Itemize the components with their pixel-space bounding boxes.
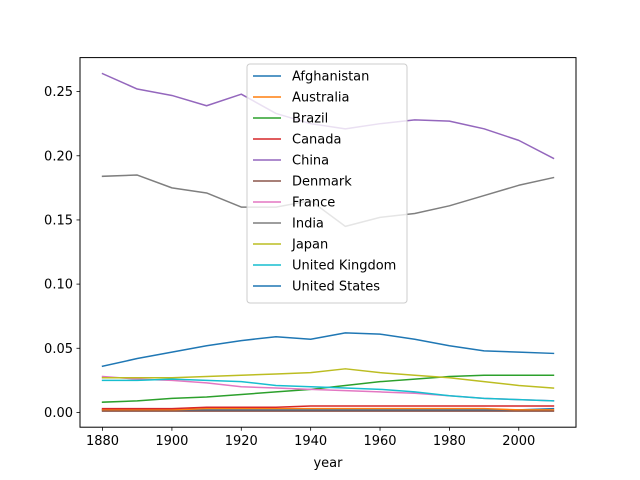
x-axis-label: year xyxy=(313,456,343,471)
legend-label-2: Brazil xyxy=(292,112,328,127)
legend-label-5: Denmark xyxy=(292,175,352,190)
legend-label-1: Australia xyxy=(292,91,350,106)
legend-label-9: United Kingdom xyxy=(292,259,396,274)
legend: Afghanistan Australia Brazil Canada China Den… xyxy=(246,63,408,304)
y-tick-label: 0.20 xyxy=(44,149,73,164)
legend-label-3: Canada xyxy=(292,133,341,148)
y-tick-label: 0.05 xyxy=(44,342,73,357)
legend-label-10: United States xyxy=(292,280,380,295)
plot-frame xyxy=(79,57,577,428)
series-layer xyxy=(101,72,555,412)
series-line-1 xyxy=(101,407,555,411)
x-tick-label: 1980 xyxy=(433,434,466,449)
legend-label-7: India xyxy=(292,217,324,232)
y-tick-label: 0.00 xyxy=(44,406,73,421)
x-tick-label: 1960 xyxy=(363,434,396,449)
y-tick-label: 0.10 xyxy=(44,278,73,293)
x-tick-label: 1920 xyxy=(225,434,258,449)
series-line-8 xyxy=(101,368,555,389)
legend-box xyxy=(246,63,408,304)
legend-label-8: Japan xyxy=(291,238,328,253)
series-line-9 xyxy=(101,378,555,402)
y-axis: 0.00 0.05 0.10 0.15 0.20 0.25 xyxy=(44,85,80,421)
y-tick-label: 0.25 xyxy=(44,85,73,100)
x-tick-label: 1900 xyxy=(155,434,188,449)
legend-label-4: China xyxy=(292,154,329,169)
legend-label-6: France xyxy=(292,196,335,211)
x-tick-label: 1940 xyxy=(294,434,327,449)
series-line-10 xyxy=(101,332,555,368)
series-line-3 xyxy=(101,405,555,410)
y-tick-label: 0.15 xyxy=(44,213,73,228)
x-tick-label: 2000 xyxy=(502,434,535,449)
x-axis: 1880 1900 1920 1940 1960 1980 2000 xyxy=(86,427,535,449)
legend-label-0: Afghanistan xyxy=(292,70,369,85)
x-tick-label: 1880 xyxy=(86,434,119,449)
